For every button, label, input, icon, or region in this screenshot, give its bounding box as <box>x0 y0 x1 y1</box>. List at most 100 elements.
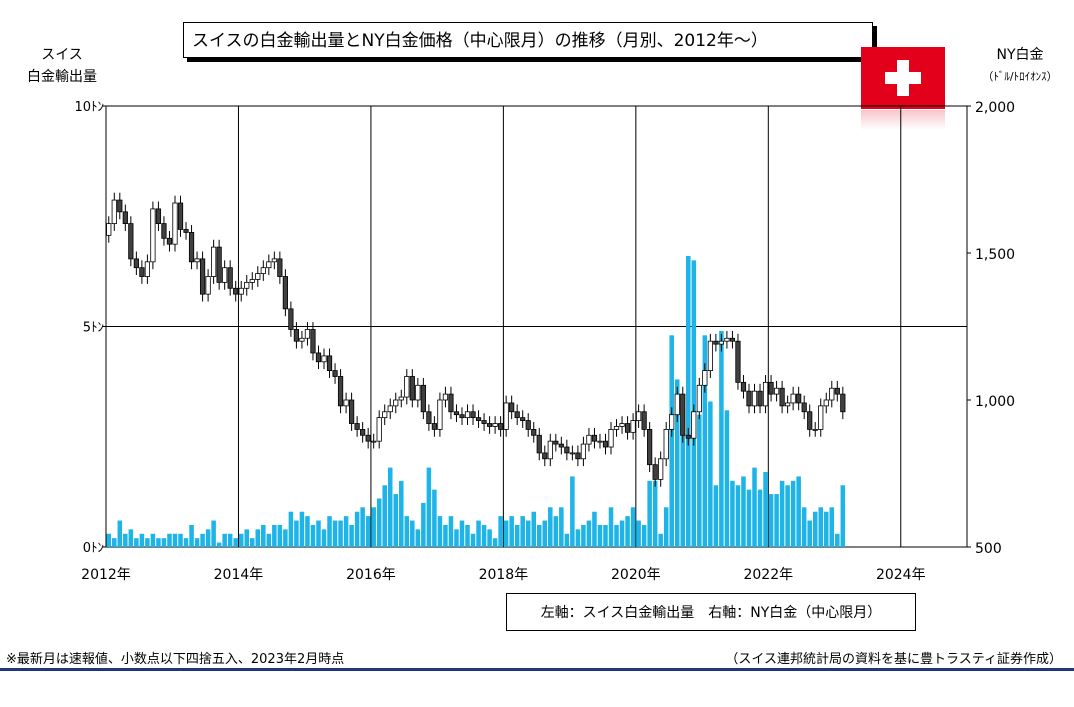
price-candle <box>255 273 261 280</box>
export-bar <box>680 405 686 547</box>
export-bar <box>382 485 387 547</box>
export-bar <box>636 520 641 547</box>
export-bar <box>172 533 178 547</box>
price-candle <box>420 384 426 413</box>
export-bar <box>200 533 205 547</box>
price-candle <box>647 428 653 466</box>
x-tick-label: 2016年 <box>346 567 396 583</box>
left-axis-title: スイス 白金輸出量 <box>22 44 102 88</box>
price-candle <box>233 287 239 295</box>
price-candle <box>326 355 333 371</box>
price-candle <box>591 434 598 442</box>
price-candle <box>227 267 233 289</box>
export-bar <box>509 516 514 547</box>
price-candle <box>674 393 680 416</box>
export-bar <box>387 467 393 547</box>
bottom-rule <box>0 668 1074 671</box>
export-bar <box>658 533 663 547</box>
right-tick-label: 1,000 <box>975 394 1015 410</box>
price-candle <box>575 452 581 460</box>
price-candle <box>531 428 537 436</box>
export-bar <box>746 489 752 547</box>
export-bar <box>514 524 520 547</box>
export-bar <box>774 494 779 547</box>
price-candle <box>365 434 371 442</box>
price-candle <box>696 384 702 413</box>
price-candle <box>669 414 675 430</box>
export-bar <box>647 480 652 547</box>
price-candle <box>635 411 642 421</box>
price-candle <box>630 420 636 433</box>
price-candle <box>685 434 691 439</box>
export-bar <box>161 538 167 547</box>
export-bar <box>238 533 244 547</box>
price-candle <box>658 458 664 480</box>
export-bar <box>641 524 647 547</box>
export-bar <box>310 524 316 547</box>
export-bar <box>250 538 255 547</box>
price-candle <box>525 420 531 430</box>
export-bar <box>244 529 249 547</box>
export-bar <box>807 520 812 547</box>
price-candle <box>166 237 173 245</box>
price-candle <box>398 396 404 401</box>
export-bar <box>476 520 481 547</box>
export-bar <box>470 533 476 547</box>
price-candle <box>691 411 697 439</box>
export-bar <box>459 520 465 547</box>
export-bar <box>768 494 774 547</box>
export-bar <box>520 516 525 547</box>
price-candle <box>117 199 123 213</box>
export-bar <box>194 538 200 547</box>
x-tick-label: 2022年 <box>743 567 793 583</box>
price-candle <box>155 208 162 224</box>
price-candle <box>354 423 360 430</box>
price-candle <box>172 202 178 245</box>
export-bar <box>360 507 365 547</box>
price-candle <box>807 411 813 430</box>
export-bar <box>327 516 332 547</box>
price-candle <box>360 428 366 436</box>
x-tick-label: 2020年 <box>611 567 661 583</box>
export-bar <box>316 520 321 547</box>
export-bar <box>183 538 189 547</box>
export-bar <box>399 480 404 547</box>
export-bar <box>465 524 470 547</box>
export-bar <box>840 485 846 547</box>
export-bar <box>222 533 227 547</box>
x-tick-label: 2018年 <box>479 567 529 583</box>
price-candle <box>746 390 752 407</box>
export-bar <box>719 330 724 547</box>
price-candle <box>315 352 322 363</box>
export-bar <box>835 533 840 547</box>
export-bar <box>321 529 327 547</box>
export-bar <box>812 511 818 547</box>
export-bar <box>233 538 238 547</box>
export-bar <box>752 467 757 547</box>
price-candle <box>409 376 415 401</box>
price-candle <box>481 420 487 424</box>
price-candle <box>260 267 266 274</box>
price-candle <box>514 411 520 419</box>
export-bar <box>421 502 426 547</box>
price-candle <box>801 402 807 413</box>
legend: 左軸：スイス白金輸出量 右軸：NY白金（中心限月） <box>506 593 916 631</box>
price-candle <box>751 390 758 407</box>
price-candle <box>503 402 509 430</box>
export-bar <box>779 480 785 547</box>
export-bar <box>741 476 746 547</box>
export-bar <box>553 516 559 547</box>
chart-title: スイスの白金輸出量とNY白金価格（中心限月）の推移（月別、2012年～） <box>183 22 873 58</box>
export-bar <box>537 524 542 547</box>
export-bar <box>542 520 548 547</box>
price-candle <box>536 434 542 454</box>
export-bar <box>586 520 592 547</box>
price-candle <box>558 443 564 448</box>
price-candle <box>321 355 327 363</box>
price-candle <box>332 370 338 377</box>
price-candle <box>597 440 603 443</box>
export-bar <box>619 520 625 547</box>
export-bar <box>349 524 354 547</box>
export-bar <box>123 533 128 547</box>
export-bar <box>702 335 708 547</box>
